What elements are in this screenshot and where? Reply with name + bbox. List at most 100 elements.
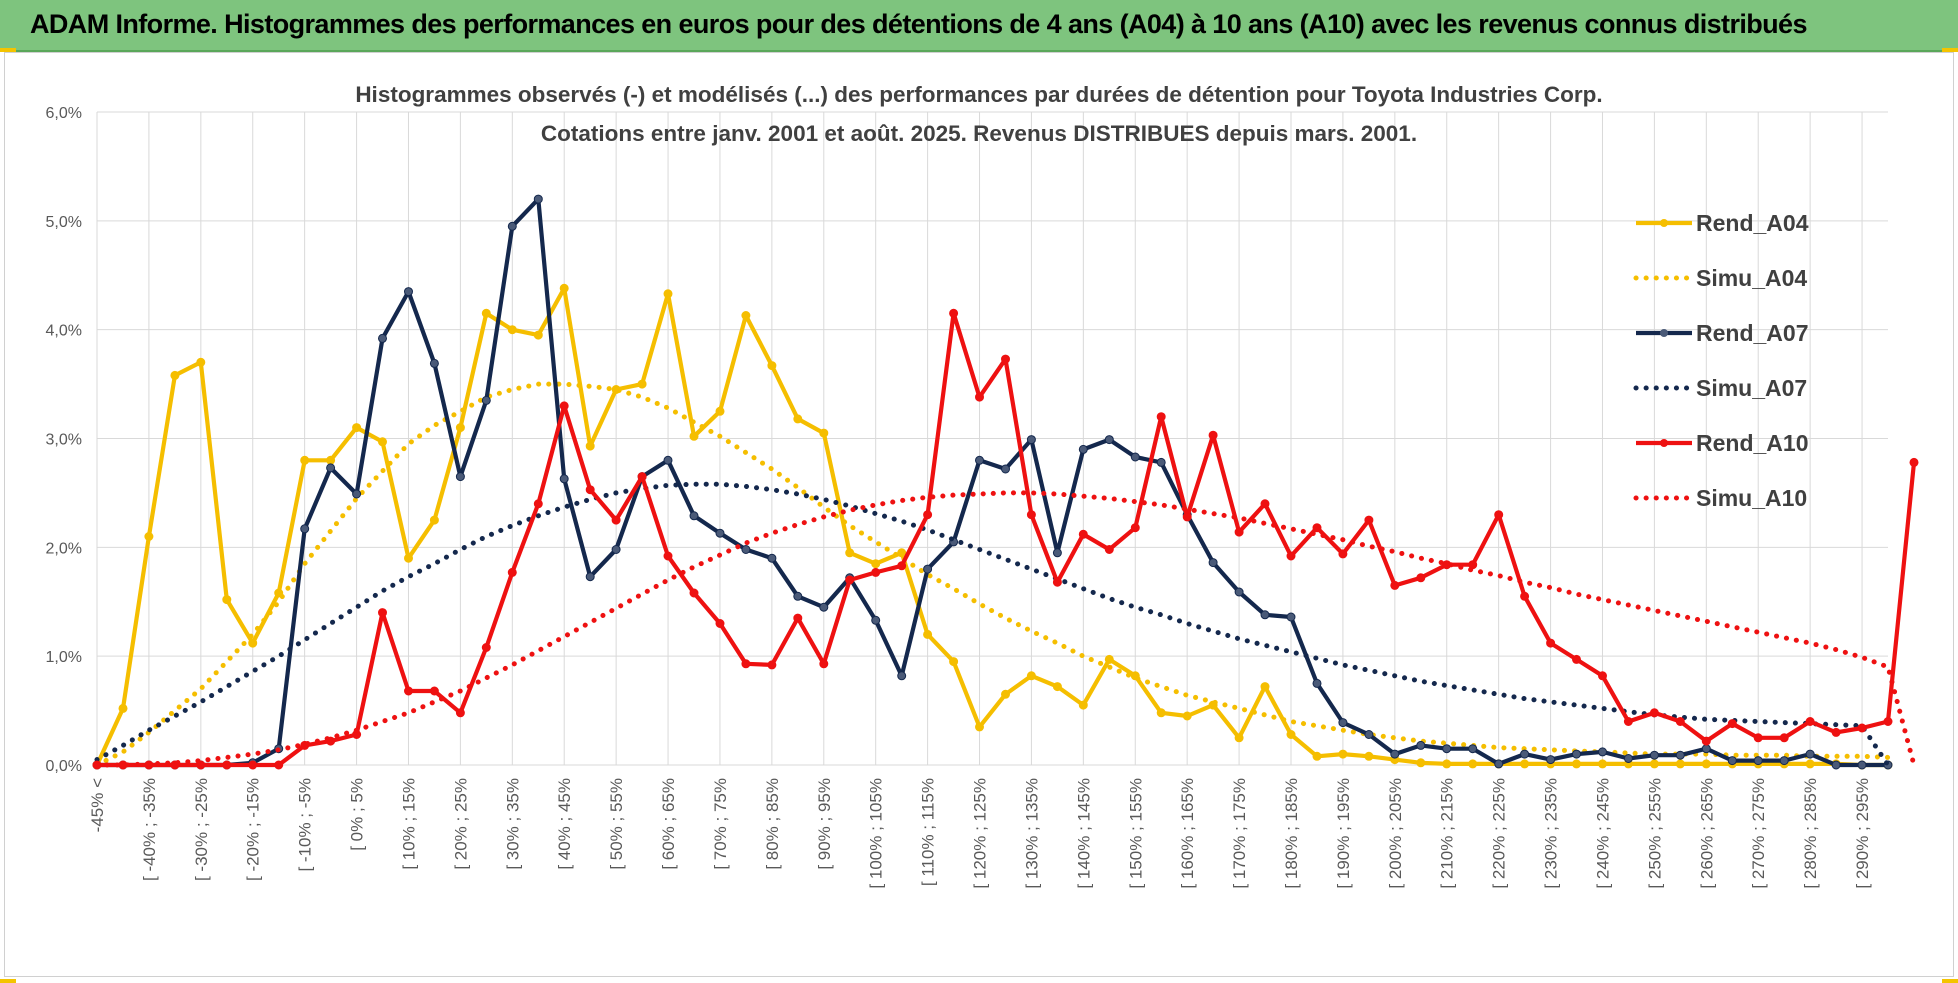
data-point-rend-a07 <box>481 395 491 405</box>
data-point-rend-a04 <box>1052 682 1062 692</box>
x-tick-label: [ 0% ; 5% <box>348 778 367 851</box>
x-tick-label: [ 220% ; 225% <box>1490 778 1509 889</box>
x-tick-label: [ 100% ; 105% <box>867 778 886 889</box>
data-point-rend-a10 <box>871 567 881 577</box>
x-tick-label: [ 270% ; 275% <box>1749 778 1768 889</box>
data-point-rend-a04 <box>404 553 413 563</box>
data-point-rend-a07 <box>1572 749 1581 759</box>
data-point-rend-a04 <box>533 330 543 340</box>
page-title: ADAM Informe. Histogrammes des performan… <box>30 9 1807 39</box>
data-point-rend-a07 <box>1286 612 1296 622</box>
x-tick-label: -45% < <box>88 778 107 832</box>
data-point-rend-a04 <box>300 455 310 465</box>
data-point-rend-a07 <box>793 591 803 601</box>
data-point-rend-a07 <box>1156 457 1166 467</box>
data-point-rend-a04 <box>248 638 258 648</box>
data-point-rend-a10 <box>1286 551 1296 561</box>
data-point-rend-a04 <box>507 325 517 335</box>
data-point-rend-a07 <box>1442 744 1452 754</box>
data-point-rend-a07 <box>1598 747 1607 757</box>
data-point-rend-a10 <box>1260 499 1270 509</box>
data-point-rend-a07 <box>1260 610 1270 620</box>
data-point-rend-a04 <box>1572 759 1581 769</box>
data-point-rend-a04 <box>663 289 673 299</box>
data-point-rend-a10 <box>1805 717 1815 726</box>
data-point-rend-a10 <box>222 760 232 770</box>
data-point-rend-a04 <box>170 370 180 380</box>
data-point-rend-a10 <box>1909 457 1919 467</box>
data-point-rend-a10 <box>248 760 258 770</box>
x-tick-label: [ 200% ; 205% <box>1386 778 1405 889</box>
data-point-rend-a07 <box>1078 444 1088 454</box>
data-point-rend-a07 <box>585 572 595 582</box>
data-point-rend-a07 <box>507 221 517 231</box>
x-tick-label: [ 160% ; 165% <box>1178 778 1197 889</box>
data-point-rend-a04 <box>1338 749 1348 759</box>
x-tick-label: [ -40% ; -35% <box>140 778 159 881</box>
data-point-rend-a10 <box>793 613 803 623</box>
data-point-rend-a07 <box>1857 760 1867 770</box>
data-point-rend-a10 <box>1883 717 1893 726</box>
data-point-rend-a07 <box>1312 678 1322 688</box>
x-tick-label: [ 20% ; 25% <box>451 778 470 870</box>
data-point-rend-a10 <box>819 659 829 669</box>
data-point-rend-a07 <box>455 472 465 482</box>
data-point-rend-a04 <box>559 283 569 293</box>
x-tick-label: [ 180% ; 185% <box>1282 778 1301 889</box>
x-tick-label: [ 70% ; 75% <box>711 778 730 870</box>
data-point-rend-a07 <box>1390 749 1400 759</box>
data-point-rend-a04 <box>741 311 751 320</box>
data-point-rend-a10 <box>1338 549 1348 559</box>
data-point-rend-a04 <box>845 548 855 558</box>
data-point-rend-a04 <box>689 431 699 441</box>
data-point-rend-a04 <box>1468 759 1478 769</box>
y-tick-label: 3,0% <box>46 432 82 449</box>
data-point-rend-a10 <box>1701 736 1711 746</box>
data-point-rend-a04 <box>1442 759 1452 769</box>
data-point-rend-a04 <box>819 428 829 438</box>
x-tick-label: [ 280% ; 285% <box>1801 778 1820 889</box>
corner-mark <box>0 48 16 52</box>
data-point-rend-a10 <box>715 619 725 628</box>
data-point-rend-a10 <box>274 760 284 770</box>
legend-label-simu-a10: Simu_A10 <box>1696 485 1807 511</box>
title-banner: ADAM Informe. Histogrammes des performan… <box>0 0 1958 52</box>
data-point-rend-a10 <box>1364 515 1374 525</box>
data-point-rend-a07 <box>1546 755 1556 765</box>
data-point-rend-a10 <box>1623 717 1633 726</box>
data-point-rend-a07 <box>741 545 751 554</box>
data-point-rend-a07 <box>897 671 907 681</box>
x-tick-label: [ -10% ; -5% <box>296 778 315 872</box>
data-point-rend-a10 <box>1753 733 1763 743</box>
data-point-rend-a04 <box>897 548 907 558</box>
data-point-rend-a07 <box>429 358 439 368</box>
series-line-simu-a10 <box>94 490 1917 768</box>
data-point-rend-a07 <box>975 455 984 465</box>
data-point-rend-a10 <box>559 401 569 411</box>
data-point-rend-a07 <box>689 511 699 521</box>
x-tick-label: [ 30% ; 35% <box>503 778 522 870</box>
x-tick-label: [ 80% ; 85% <box>763 778 782 870</box>
x-tick-label: [ 290% ; 295% <box>1853 778 1872 889</box>
series-line-simu-a07 <box>94 481 1891 768</box>
data-point-rend-a10 <box>1598 671 1607 681</box>
x-tick-label: [ 120% ; 125% <box>971 778 990 889</box>
data-point-rend-a04 <box>1260 682 1270 692</box>
corner-mark <box>1942 48 1958 52</box>
data-point-rend-a10 <box>1494 510 1504 520</box>
data-point-rend-a07 <box>1001 464 1010 474</box>
data-point-rend-a04 <box>1416 758 1426 768</box>
data-point-rend-a04 <box>352 423 362 433</box>
series-line-rend-a04 <box>95 286 1888 768</box>
x-tick-label: [ 90% ; 95% <box>815 778 834 870</box>
data-point-rend-a04 <box>923 629 933 639</box>
data-point-rend-a10 <box>533 499 543 509</box>
data-point-rend-a10 <box>455 708 465 718</box>
data-point-rend-a10 <box>1026 510 1036 520</box>
x-tick-label: [ 210% ; 215% <box>1438 778 1457 889</box>
data-point-rend-a04 <box>1649 759 1659 769</box>
x-tick-label: [ 40% ; 45% <box>555 778 574 870</box>
data-point-rend-a04 <box>326 455 336 465</box>
data-point-rend-a10 <box>1312 523 1322 533</box>
